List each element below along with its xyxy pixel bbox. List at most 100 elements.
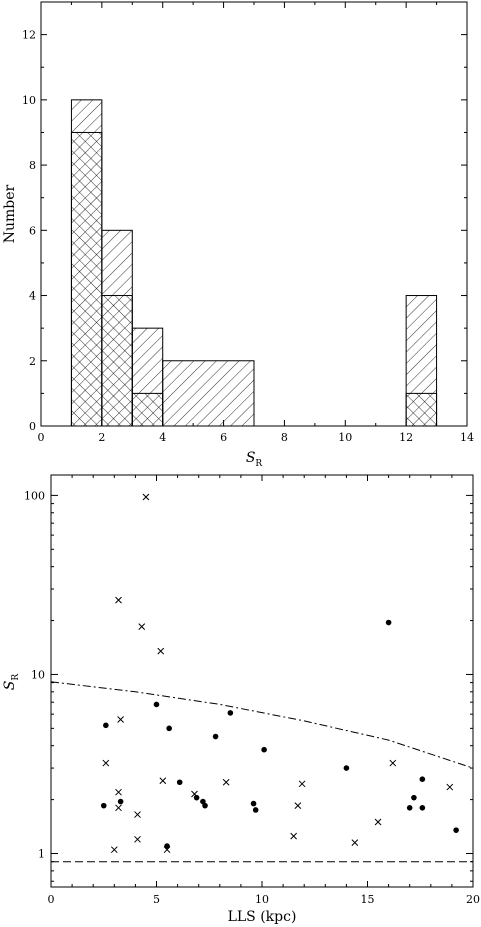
cross-stroke (138, 623, 146, 630)
cross-stroke (191, 790, 198, 798)
cross-stroke (134, 811, 141, 818)
scatter-dot-point (164, 843, 170, 849)
scatter-cross-point (110, 846, 118, 854)
cross-stroke (142, 493, 150, 501)
scatter-x-tick-label: 15 (361, 893, 375, 906)
histogram-y-tick-label: 8 (29, 159, 36, 172)
scatter-cross-point (134, 835, 141, 843)
scatter-points (100, 493, 459, 854)
scatter-y-axis-label-main: S (2, 681, 18, 691)
scatter-y-tick-label: 1 (38, 848, 45, 861)
scatter-dot-point (406, 804, 413, 811)
histogram-y-tick-label: 2 (29, 355, 36, 368)
scatter-dot-point (212, 733, 219, 740)
scatter-cross-point (134, 811, 141, 818)
scatter-dot-point (202, 802, 208, 809)
histogram-panel: 0 2 4 6 8 10 12 14 0 2 4 6 8 10 12 Number SR (2, 1, 474, 469)
cross-stroke (351, 839, 359, 846)
scatter-cross-point (142, 493, 150, 501)
histogram-y-tick-label: 12 (22, 29, 36, 42)
scatter-x-tick-label: 5 (153, 893, 160, 906)
scatter-dot-point (261, 746, 267, 753)
histogram-x-tick-label: 2 (98, 431, 105, 444)
histogram-x-axis-label-sub: R (255, 459, 262, 469)
scatter-y-axis-label: SR (2, 674, 21, 691)
scatter-x-tick-label: 20 (466, 893, 480, 906)
cross-stroke (110, 846, 118, 854)
scatter-cross-point (374, 818, 382, 826)
dash-dot-curve (50, 681, 474, 769)
histogram-x-axis-label-main: S (246, 450, 256, 466)
scatter-curves (50, 681, 474, 863)
histogram-y-tick-label: 4 (29, 290, 36, 303)
cross-stroke (159, 777, 167, 785)
scatter-cross-point (163, 846, 171, 854)
scatter-cross-point (102, 759, 110, 767)
cross-stroke (115, 804, 122, 812)
scatter-dot-point (153, 701, 160, 708)
scatter-dot-point (419, 776, 426, 783)
scatter-frame (50, 474, 474, 888)
scatter-cross-point (115, 788, 122, 796)
cross-stroke (157, 647, 165, 655)
scatter-cross-point (159, 777, 167, 785)
histogram-x-axis-label: SR (246, 450, 263, 469)
scatter-dot-point (252, 807, 259, 813)
cross-stroke (163, 846, 171, 854)
histogram-bar-total-3 (162, 360, 255, 427)
histogram-y-tick-label: 10 (22, 94, 36, 107)
histogram-y-axis-label: Number (2, 184, 18, 243)
histogram-bar-subset-4 (405, 392, 438, 427)
scatter-cross-point (222, 778, 230, 786)
histogram-x-tick-label: 10 (338, 431, 352, 444)
scatter-cross-point (446, 783, 454, 791)
scatter-dot-point (176, 779, 183, 786)
scatter-cross-point (389, 759, 397, 767)
scatter-x-tick-label: 10 (255, 893, 269, 906)
histogram-x-tick-label: 6 (220, 431, 227, 444)
scatter-cross-point (298, 780, 306, 788)
scatter-ticks: 0 5 10 15 20 1 10 100 (24, 475, 480, 906)
scatter-dot-point (419, 804, 426, 811)
scatter-cross-point (191, 790, 198, 798)
histogram-x-tick-label: 12 (399, 431, 413, 444)
scatter-cross-point (290, 832, 298, 840)
cross-stroke (298, 780, 306, 788)
scatter-dot-point (250, 800, 257, 807)
cross-stroke (115, 596, 122, 604)
histogram-x-tick-label: 8 (281, 431, 288, 444)
histogram-bar-subset-2 (131, 392, 164, 427)
scatter-y-axis-label-sub: R (11, 674, 21, 681)
cross-stroke (389, 759, 397, 767)
scatter-x-tick-label: 0 (48, 893, 55, 906)
scatter-dot-point (343, 765, 350, 771)
histogram-x-tick-label: 14 (460, 431, 474, 444)
histogram-x-tick-label: 4 (159, 431, 166, 444)
histogram-ticks: 0 2 4 6 8 10 12 14 0 2 4 6 8 10 12 (22, 2, 474, 444)
scatter-dot-point (117, 798, 124, 805)
scatter-cross-point (138, 623, 146, 630)
scatter-dot-point (193, 794, 200, 801)
cross-stroke (102, 759, 110, 767)
scatter-dot-point (385, 619, 392, 626)
cross-stroke (115, 788, 122, 796)
cross-stroke (374, 818, 382, 826)
cross-stroke (446, 783, 454, 791)
scatter-cross-point (115, 596, 122, 604)
scatter-cross-point (115, 804, 122, 812)
cross-stroke (222, 778, 230, 786)
cross-stroke (290, 832, 298, 840)
scatter-y-tick-label: 10 (31, 668, 45, 681)
scatter-dot-point (453, 827, 459, 833)
cross-stroke (117, 716, 124, 723)
scatter-dot-point (411, 794, 417, 801)
scatter-cross-point (117, 716, 124, 723)
scatter-y-tick-label: 100 (24, 489, 45, 502)
cross-stroke (294, 802, 302, 810)
histogram-bar-subset-0 (70, 131, 103, 427)
cross-stroke (134, 835, 141, 843)
histogram-bar-subset-1 (101, 295, 133, 427)
scatter-dot-point (166, 725, 172, 732)
histogram-bars (70, 99, 438, 427)
